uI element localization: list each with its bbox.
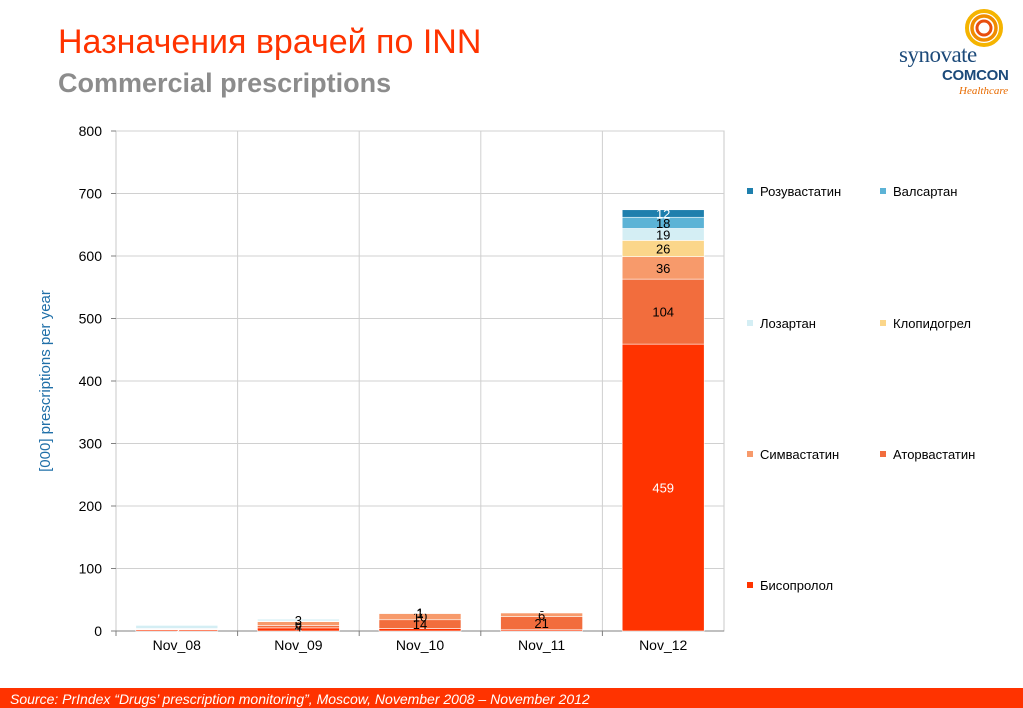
legend-label: Валсартан [893,184,958,199]
legend-label: Лозартан [760,316,816,331]
y-tick-label: 800 [79,123,103,139]
bar-segment-nov_08-4 [135,625,219,629]
bar-data-label: 18 [656,216,670,231]
legend-swatch [747,451,753,457]
bar-data-label: 1 [416,606,423,621]
logo-rings-icon [965,9,1003,47]
bar-segment-nov_12-1 [621,278,705,345]
legend-item: Клопидогрел [880,316,971,331]
y-axis-label: [000] prescriptions per year [37,290,54,472]
bar-data-label: 104 [652,305,674,320]
y-tick-label: 600 [79,248,103,264]
bar-data-label: 6 [538,608,545,623]
logo-healthcare-text: Healthcare [959,85,1009,97]
x-tick-label: Nov_10 [396,637,444,653]
y-tick-label: 200 [79,498,103,514]
bar-segment-nov_11-4 [500,611,583,614]
source-footer: Source: PrIndex “Drugs’ prescription mon… [0,688,1023,708]
logo-synovate-text: synovate [899,42,977,67]
legend-swatch [880,188,886,194]
bar-data-label: 26 [656,242,670,257]
legend-label: Клопидогрел [893,316,972,331]
y-tick-label: 500 [79,311,103,327]
y-tick-label: 0 [94,623,102,639]
x-tick-label: Nov_09 [274,637,322,653]
bar-data-label: 2 [173,623,180,638]
synovate-comcon-logo: synovate COMCON Healthcare [895,4,1015,100]
legend-item: Аторвастатин [880,447,975,462]
legend-item: Бисопролол [747,578,833,593]
page-title: Назначения врачей по INN [58,23,482,61]
legend-swatch [747,582,753,588]
legend-label: Аторвастатин [893,447,976,462]
bar-data-label: 19 [656,227,670,242]
legend-swatch [747,320,753,326]
bar-data-label: 36 [656,261,670,276]
bar-data-label: 12 [656,207,670,222]
page-subtitle: Commercial prescriptions [58,68,392,98]
legend-label: Бисопролол [760,578,834,593]
legend-label: Розувастатин [760,184,842,199]
bar-segment-nov_12-0 [621,343,705,632]
bar-data-label: 14 [413,617,427,632]
legend-item: Розувастатин [747,184,841,199]
x-tick-label: Nov_08 [153,637,201,653]
bar-data-label: 3 [295,613,302,628]
bar-data-label: 459 [652,481,674,496]
legend-item: Валсартан [880,184,957,199]
legend-swatch [747,188,753,194]
y-tick-label: 300 [79,436,103,452]
stacked-bar-chart: 0 100 200 300 400 500 600 700 800 Nov_08 Nov_09 Nov… [37,123,725,653]
y-tick-label: 100 [79,561,103,577]
x-tick-label: Nov_11 [518,637,565,653]
bar-data-label: 5 [295,622,302,637]
legend-swatch [880,320,886,326]
x-tick-label: Nov_12 [639,637,687,653]
bar-segment-nov_10-4 [378,611,462,614]
bar-data-label: 1 [416,606,423,621]
logo-comcon-text: COMCON [942,67,1009,84]
legend-swatch [880,451,886,457]
y-tick-label: 700 [79,186,103,202]
bar-data-label: 21 [534,616,548,631]
bar-data-label: 6 [295,617,302,632]
bar-data-label: 4 [295,620,302,635]
legend-item: Лозартан [747,316,816,331]
y-tick-label: 400 [79,373,103,389]
bar-segment-nov_12-6 [621,209,705,218]
bar-segment-nov_09-4 [257,618,340,622]
legend-item: Симвастатин [747,447,839,462]
legend-label: Симвастатин [760,447,840,462]
